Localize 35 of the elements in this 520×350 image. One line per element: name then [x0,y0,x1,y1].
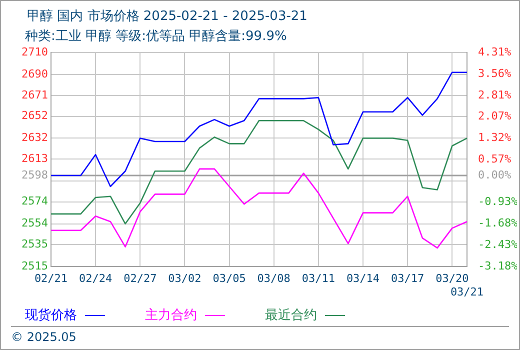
x-tick-label: 03/08 [257,272,290,286]
y-tick-label: 2710 [22,45,48,58]
x-tick-label: 03/05 [212,272,246,286]
y-tick-label: 2515 [22,259,48,272]
y-tick-label: 2574 [22,194,48,208]
x-tick-label: 02/21 [34,272,68,286]
chart-title: 甲醇 国内 市场价格 2025-02-21 - 2025-03-21 [27,8,308,25]
legend-label: 最近合约 [265,307,317,324]
y-tick-label: 2598 [22,168,48,182]
x-tick-label: 03/14 [346,272,380,286]
y2-tick-label: 1.32% [478,130,512,144]
x-tick-label: 03/17 [391,272,424,286]
text: © 2025.05 [11,330,76,344]
y-tick-label: 2652 [22,109,48,122]
y2-tick-label: 3.56% [478,66,512,80]
y-tick-label: 2554 [22,216,48,230]
x-tick-label: 03/20 [436,272,469,286]
y-tick-label: 2613 [22,152,48,165]
legend-label: 现货价格 [25,307,77,324]
x-tick-label: 03/11 [302,272,335,286]
y2-tick-label: 0.57% [478,152,512,166]
y-tick-label: 2535 [22,238,48,251]
y2-tick-label: 2.81% [478,88,512,102]
y-tick-label: 2632 [22,131,48,144]
x-tick-label: 03/02 [168,272,202,286]
legend-label: 主力合约 [145,307,197,324]
x-tick-label: 02/24 [79,272,112,286]
y2-tick-label: 0.00% [478,168,512,182]
y2-tick-label: 4.31% [478,45,512,58]
x-tick-label: 03/21 [450,285,484,298]
y2-tick-label: 2.07% [478,109,512,122]
x-tick-label: 02/27 [124,272,157,286]
chart-subtitle: 种类:工业 甲醇 等级:优等品 甲醇含量:99.9% [25,28,287,45]
y-tick-label: 2671 [22,88,48,102]
y-tick-label: 2690 [22,67,48,80]
